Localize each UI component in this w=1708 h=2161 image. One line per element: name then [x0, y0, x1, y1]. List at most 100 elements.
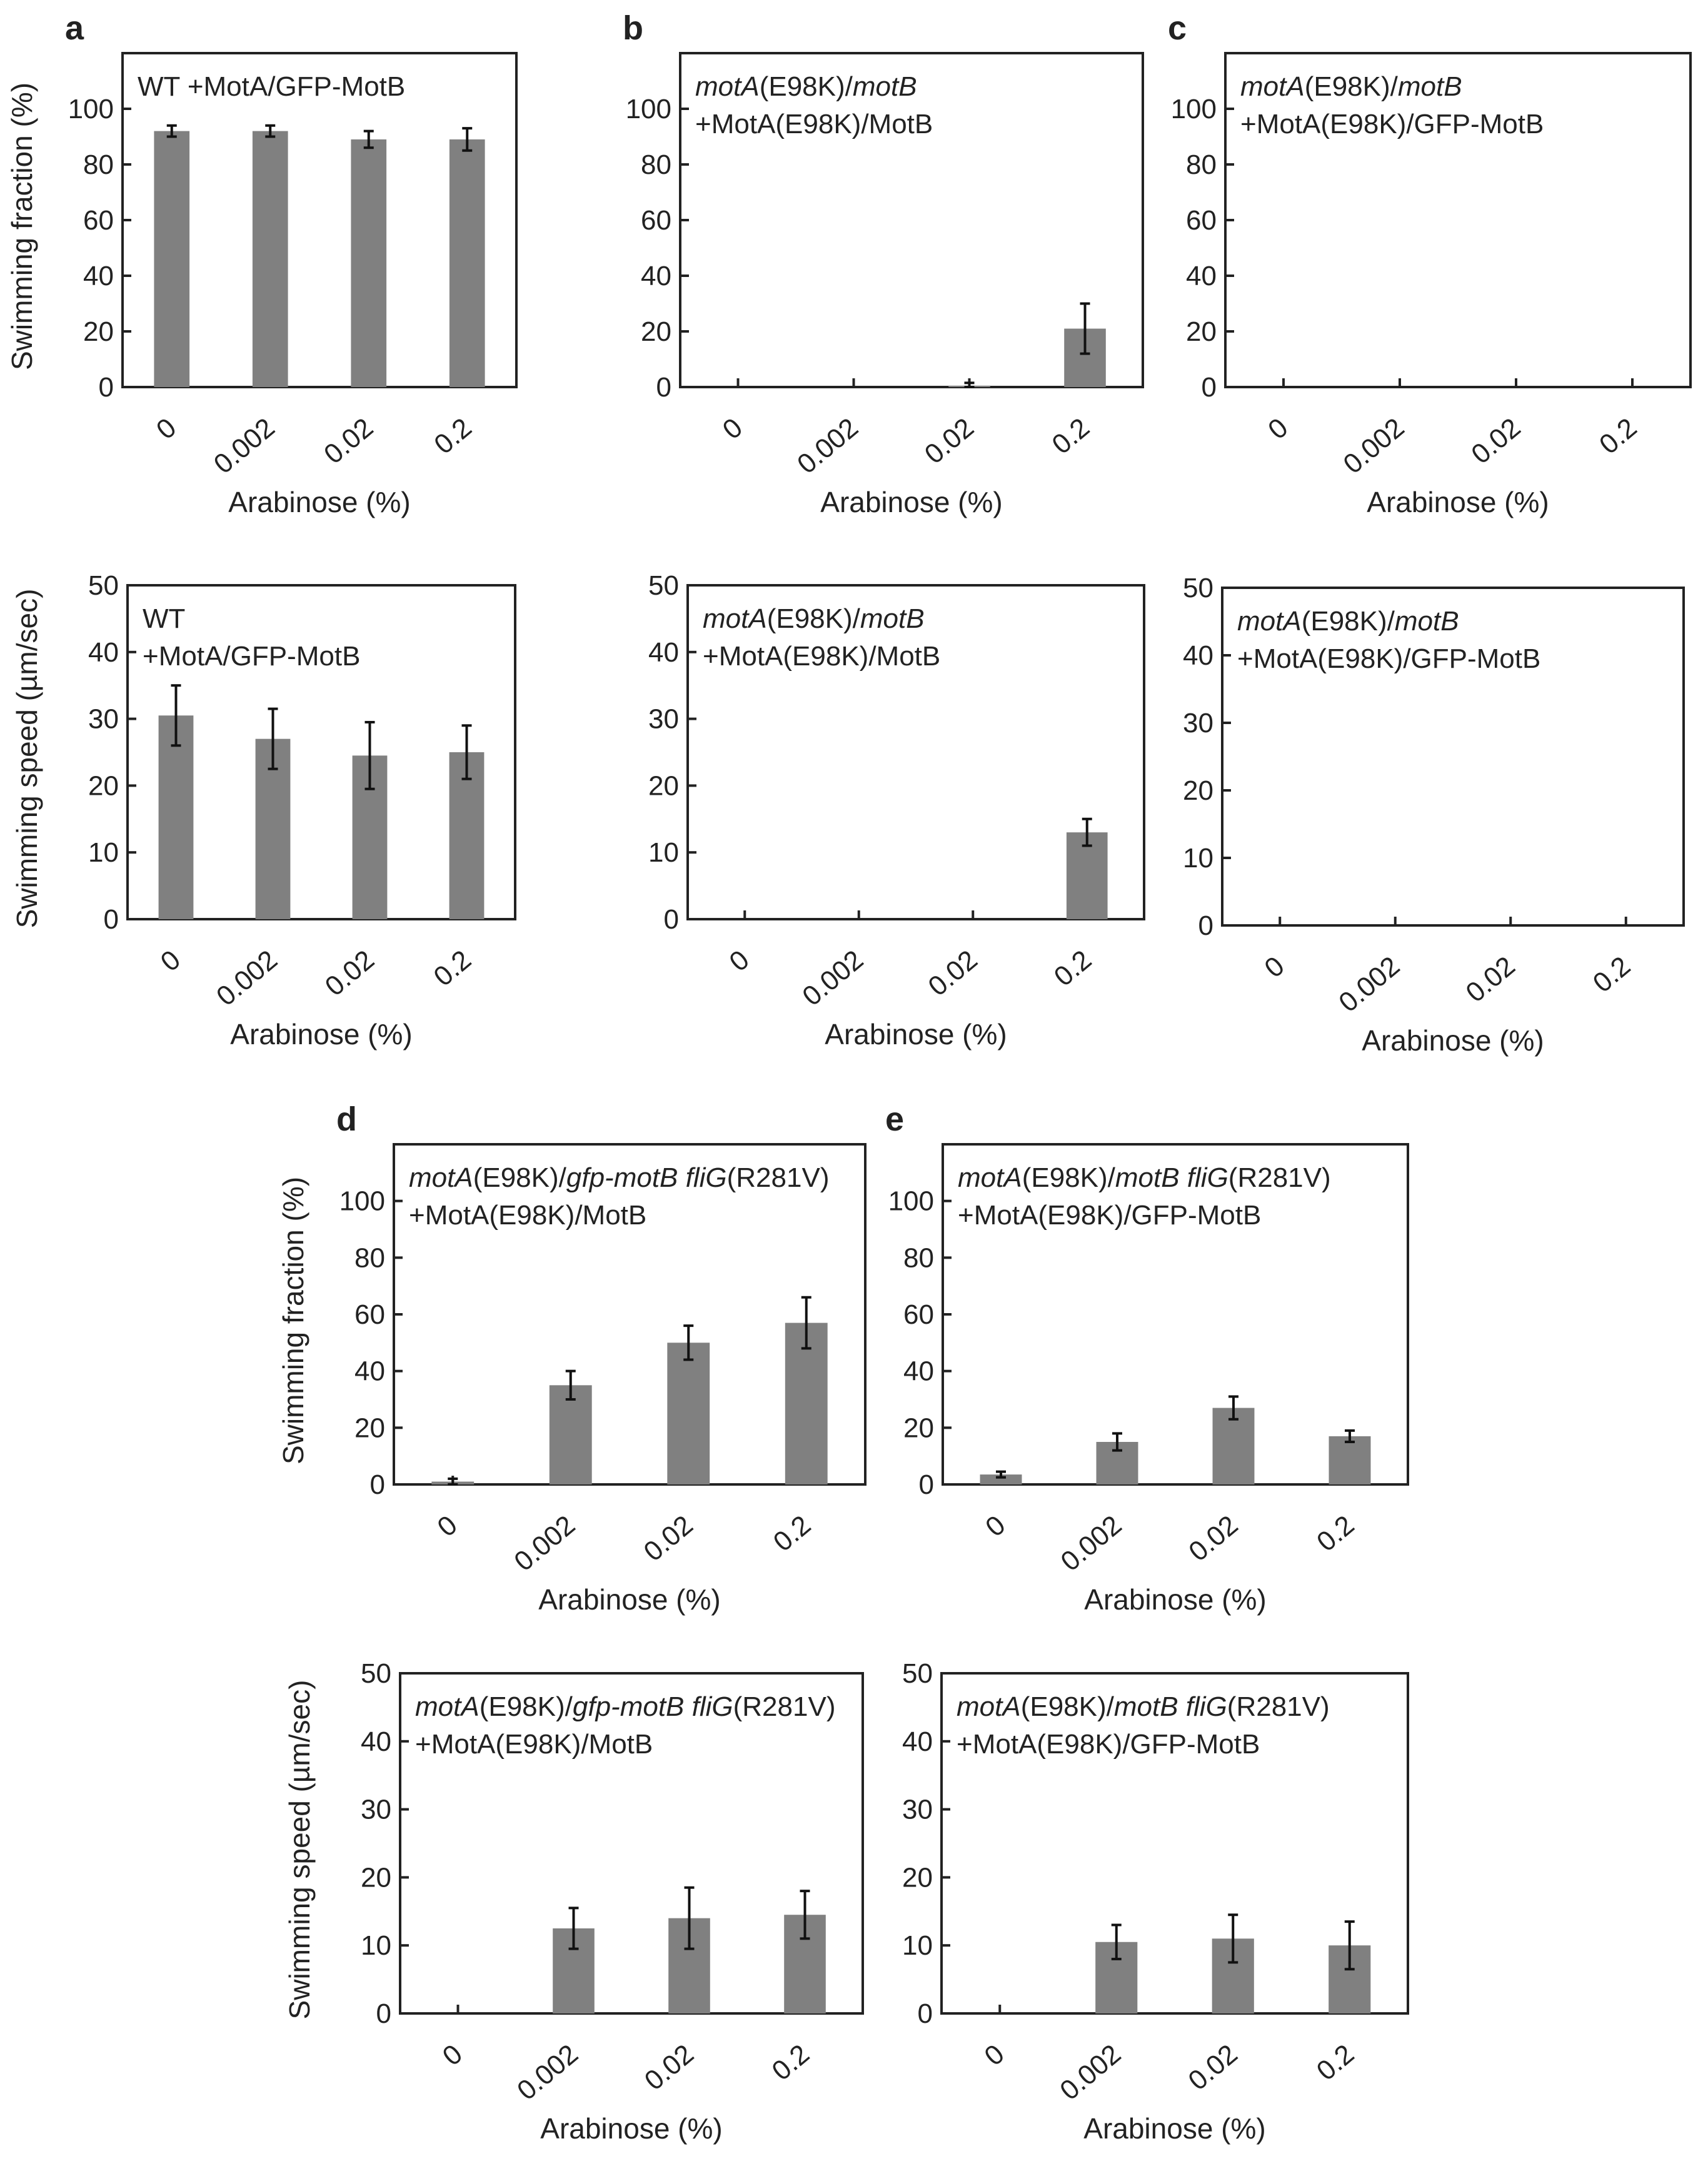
- legend-segment: motA: [409, 1162, 473, 1193]
- y-tick-label: 40: [648, 637, 679, 668]
- x-tick-label: 0: [717, 412, 748, 445]
- y-tick-label: 30: [902, 1795, 933, 1825]
- bar: [785, 1322, 828, 1484]
- chart-a-speed: 0 10 20 30 40 50 0 0.002 0.02 0.2 Arabinose (%) Swi…: [11, 570, 516, 1050]
- plot-frame: [686, 584, 1145, 920]
- bar: [449, 139, 485, 387]
- chart-d-speed: 0 10 20 30 40 50 0 0.002 0.02 0.2 Arabinose (%) Swi…: [283, 1658, 864, 2145]
- y-tick-label: 0: [1202, 372, 1217, 403]
- y-tick-label: 0: [104, 904, 119, 935]
- x-tick-label: 0.02: [1183, 1509, 1243, 1568]
- y-tick-label: 0: [370, 1469, 385, 1500]
- legend-segment: +MotA(E98K)/GFP-MotB: [957, 1729, 1260, 1760]
- x-axis-label: Arabinose (%): [228, 486, 410, 518]
- x-tick-label: 0: [151, 412, 182, 445]
- x-tick-label: 0: [431, 1509, 463, 1543]
- y-tick-label: 100: [339, 1186, 385, 1217]
- legend-line: +MotA(E98K)/GFP-MotB: [1237, 643, 1540, 674]
- y-tick-label: 40: [361, 1726, 391, 1757]
- x-tick-label: 0.2: [1587, 950, 1636, 999]
- x-tick-label: 0.02: [1183, 2038, 1243, 2097]
- legend-segment: (R281V): [727, 1162, 830, 1193]
- y-axis-label: Swimming speed (µm/sec): [283, 1680, 316, 2020]
- y-tick-label: 60: [83, 205, 114, 236]
- x-tick-label: 0: [978, 2038, 1010, 2072]
- legend-line: +MotA(E98K)/GFP-MotB: [957, 1729, 1260, 1760]
- legend-segment: motA: [415, 1691, 480, 1722]
- legend-segment: (E98K)/: [1305, 71, 1399, 102]
- legend-segment: motB fliG: [1115, 1162, 1228, 1193]
- legend-segment: (R281V): [1228, 1162, 1331, 1193]
- y-tick-label: 30: [88, 704, 119, 735]
- bar: [549, 1385, 592, 1484]
- bar: [1212, 1408, 1255, 1484]
- y-tick-label: 20: [648, 770, 679, 801]
- chart-d-fraction: 0 20 40 60 80 100 0 0.002 0.02 0.2 Arabinose (%) Sw…: [277, 1101, 867, 1616]
- legend-segment: motB fliG: [1114, 1691, 1227, 1722]
- legend-segment: motB: [860, 603, 925, 634]
- legend-line: motA(E98K)/motB fliG(R281V): [957, 1691, 1330, 1722]
- plot-frame: [940, 1672, 1409, 2015]
- legend-segment: WT: [143, 603, 185, 634]
- x-tick-label: 0: [723, 944, 755, 977]
- legend-segment: motB: [1398, 71, 1462, 102]
- legend-line: WT +MotA/GFP-MotB: [138, 71, 405, 102]
- legend-line: +MotA(E98K)/MotB: [703, 641, 940, 672]
- x-tick-label: 0.02: [638, 1509, 699, 1568]
- legend-segment: motB: [853, 71, 917, 102]
- legend-segment: (E98K)/: [1302, 606, 1395, 637]
- y-tick-label: 80: [641, 149, 671, 180]
- y-tick-label: 40: [902, 1726, 933, 1757]
- x-tick-label: 0.02: [1460, 950, 1521, 1009]
- y-axis-label: Swimming fraction (%): [277, 1177, 309, 1464]
- legend-segment: +MotA(E98K)/GFP-MotB: [958, 1200, 1261, 1231]
- x-tick-label: 0.2: [766, 2038, 815, 2087]
- y-tick-label: 80: [83, 149, 114, 180]
- legend-line: motA(E98K)/gfp-motB fliG(R281V): [409, 1162, 829, 1193]
- x-axis-label: Arabinose (%): [825, 1018, 1007, 1050]
- y-tick-label: 100: [1171, 94, 1217, 124]
- y-tick-label: 10: [361, 1930, 391, 1961]
- chart-c-fraction: 0 20 40 60 80 100 0 0.002 0.02 0.2 Arabinose (%) mo…: [1168, 9, 1692, 518]
- x-tick-label: 0.002: [1333, 950, 1405, 1018]
- legend-segment: +MotA(E98K)/GFP-MotB: [1240, 109, 1544, 139]
- bar: [667, 1342, 710, 1484]
- x-tick-label: 0.2: [1594, 412, 1642, 460]
- legend-segment: +MotA(E98K)/GFP-MotB: [1237, 643, 1540, 674]
- bar: [252, 131, 288, 387]
- x-tick-label: 0.2: [1048, 944, 1097, 992]
- bar: [351, 139, 387, 387]
- chart-a-fraction: 0 20 40 60 80 100 0 0.002 0.02 0.2 Arabinose (%) Sw…: [6, 9, 518, 518]
- y-tick-label: 50: [648, 570, 679, 601]
- legend-segment: +MotA(E98K)/MotB: [703, 641, 940, 672]
- y-tick-label: 0: [1198, 910, 1213, 941]
- x-tick-label: 0.002: [208, 412, 281, 480]
- plot-frame: [1221, 587, 1685, 927]
- panel-letter: b: [623, 9, 643, 47]
- legend-line: motA(E98K)/motB fliG(R281V): [958, 1162, 1331, 1193]
- plot-frame: [1224, 52, 1692, 388]
- panel-letter: d: [336, 1101, 357, 1138]
- x-axis-label: Arabinose (%): [1083, 2112, 1265, 2145]
- legend-segment: (E98K)/: [1021, 1691, 1115, 1722]
- x-tick-label: 0: [1258, 950, 1290, 984]
- y-tick-label: 40: [1186, 261, 1217, 291]
- y-tick-label: 100: [626, 94, 671, 124]
- legend-segment: (R281V): [1227, 1691, 1330, 1722]
- y-tick-label: 50: [88, 570, 119, 601]
- bar: [154, 131, 190, 387]
- legend-line: WT: [143, 603, 185, 634]
- legend-segment: (E98K)/: [473, 1162, 567, 1193]
- chart-b-speed: 0 10 20 30 40 50 0 0.002 0.02 0.2 Arabinose (%) mot…: [648, 570, 1145, 1050]
- x-tick-label: 0.002: [1338, 412, 1410, 480]
- y-tick-label: 10: [648, 837, 679, 868]
- y-tick-label: 10: [1183, 843, 1213, 874]
- legend-segment: +MotA(E98K)/MotB: [409, 1200, 646, 1231]
- chart-e-fraction: 0 20 40 60 80 100 0 0.002 0.02 0.2 Arabinose (%) mo…: [885, 1101, 1409, 1616]
- y-tick-label: 20: [83, 316, 114, 347]
- y-tick-label: 40: [83, 261, 114, 291]
- x-tick-label: 0.002: [508, 1509, 581, 1577]
- y-tick-label: 0: [99, 372, 114, 403]
- x-tick-label: 0: [437, 2038, 468, 2072]
